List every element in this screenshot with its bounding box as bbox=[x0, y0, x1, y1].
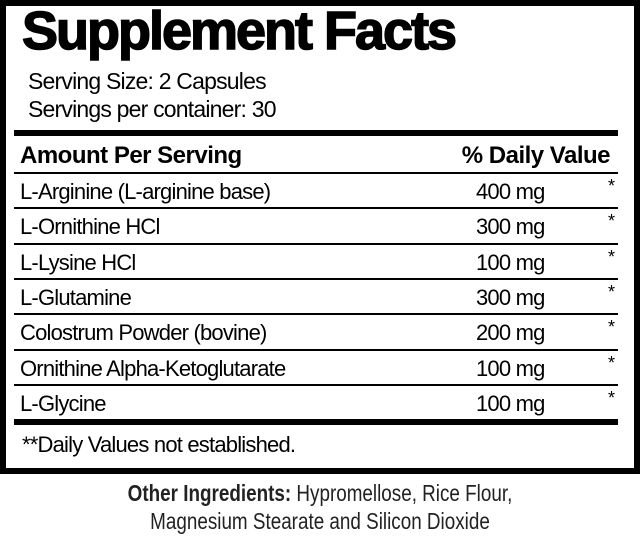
table-row: L-Glutamine 300 mg * bbox=[20, 280, 618, 315]
row-divider bbox=[14, 242, 618, 245]
supplement-facts-panel: Supplement Facts Serving Size: 2 Capsule… bbox=[0, 0, 640, 474]
daily-value: * bbox=[608, 317, 615, 338]
divider-thick bbox=[14, 419, 618, 425]
ingredient-name: L-Ornithine HCl bbox=[20, 214, 160, 240]
table-header: Amount Per Serving % Daily Value bbox=[20, 138, 611, 174]
ingredient-amount: 300 mg bbox=[476, 214, 545, 240]
header-daily-value: % Daily Value bbox=[461, 142, 611, 169]
ingredient-name: L-Glycine bbox=[20, 390, 107, 416]
daily-value: * bbox=[608, 211, 615, 232]
divider-thick bbox=[14, 130, 618, 136]
table-row: Ornithine Alpha-Ketoglutarate 100 mg * bbox=[20, 351, 618, 386]
ingredient-name: Ornithine Alpha-Ketoglutarate bbox=[20, 355, 286, 381]
table-row: L-Ornithine HCl 300 mg * bbox=[20, 209, 618, 244]
ingredient-amount: 100 mg bbox=[476, 390, 545, 416]
daily-value: * bbox=[608, 281, 615, 302]
table-row: Colostrum Powder (bovine) 200 mg * bbox=[20, 315, 618, 350]
servings-per-container: Servings per container: 30 bbox=[28, 96, 276, 122]
other-ingredients-line-2: Magnesium Stearate and Silicon Dioxide bbox=[150, 508, 490, 534]
header-amount: Amount Per Serving bbox=[20, 142, 242, 169]
row-divider bbox=[14, 277, 618, 280]
footnote: **Daily Values not established. bbox=[22, 432, 296, 457]
table-row: L-Glycine 100 mg * bbox=[20, 386, 618, 421]
other-ingredients-label: Other Ingredients: bbox=[127, 480, 292, 506]
daily-value: * bbox=[608, 176, 615, 196]
row-divider bbox=[14, 313, 618, 316]
ingredient-amount: 100 mg bbox=[476, 355, 545, 381]
ingredient-name: L-Lysine HCl bbox=[20, 249, 136, 275]
ingredient-amount: 200 mg bbox=[476, 320, 545, 346]
table-row: L-Lysine HCl 100 mg * bbox=[20, 245, 618, 280]
other-ingredients-text: Hypromellose, Rice Flour, bbox=[291, 480, 513, 506]
row-divider bbox=[14, 207, 618, 210]
panel-title: Supplement Facts bbox=[21, 0, 458, 62]
ingredient-amount: 300 mg bbox=[476, 284, 545, 310]
ingredient-name: Colostrum Powder (bovine) bbox=[20, 320, 267, 346]
serving-size: Serving Size: 2 Capsules bbox=[28, 68, 267, 94]
row-divider bbox=[14, 172, 618, 174]
daily-value: * bbox=[608, 246, 615, 267]
ingredient-name: L-Arginine (L-arginine base) bbox=[20, 179, 271, 204]
table-row: L-Arginine (L-arginine base) 400 mg * bbox=[20, 174, 618, 209]
daily-value: * bbox=[608, 352, 615, 373]
ingredient-amount: 400 mg bbox=[476, 179, 545, 204]
daily-value: * bbox=[608, 387, 615, 408]
row-divider bbox=[14, 383, 618, 386]
row-divider bbox=[14, 348, 618, 351]
other-ingredients-line-1: Other Ingredients: Hypromellose, Rice Fl… bbox=[58, 480, 583, 507]
ingredient-name: L-Glutamine bbox=[20, 284, 132, 310]
ingredient-amount: 100 mg bbox=[476, 249, 545, 275]
